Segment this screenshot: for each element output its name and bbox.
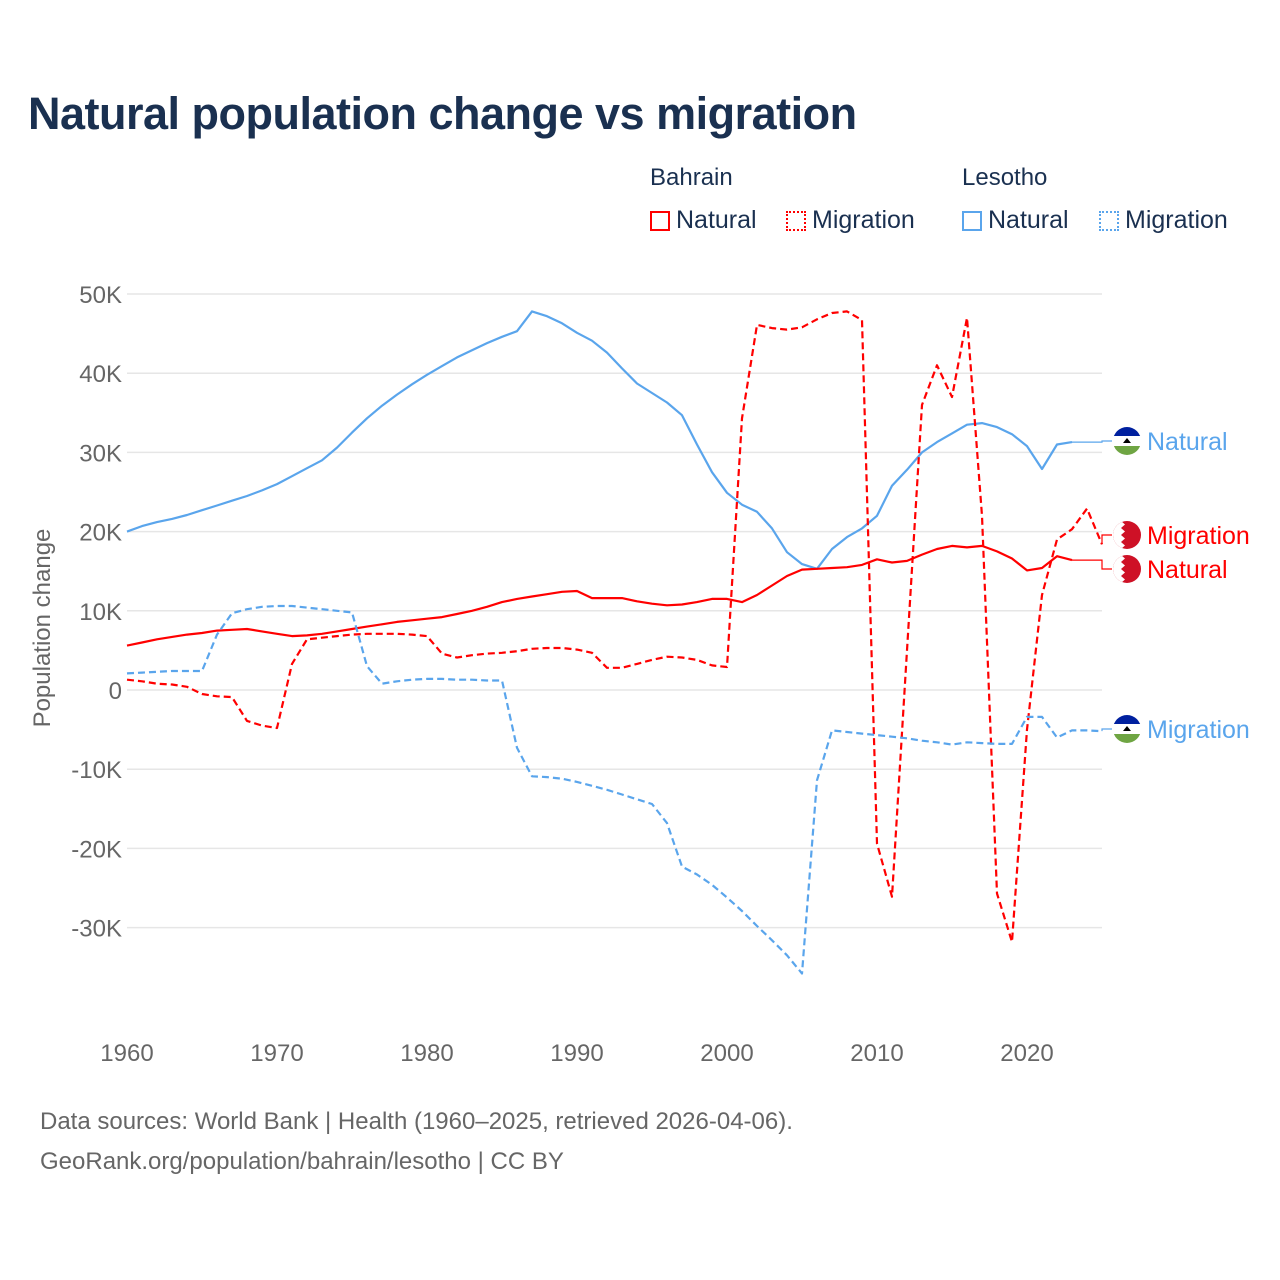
label-connector <box>1072 559 1112 570</box>
bahrain-flag-icon <box>1113 521 1141 549</box>
series-end-label: Natural <box>1147 428 1228 456</box>
series-end-label: Natural <box>1147 556 1228 584</box>
series-end-label: Migration <box>1147 522 1250 550</box>
legend-swatch <box>650 210 670 231</box>
flag-hat <box>1123 726 1131 731</box>
legend-swatch <box>1099 210 1119 231</box>
series-line-lesotho-natural <box>126 310 1073 570</box>
x-tick-label: 2010 <box>850 1040 903 1067</box>
flag-body <box>1113 521 1141 549</box>
x-tick-label: 2000 <box>700 1040 753 1067</box>
flag-body <box>1113 715 1141 743</box>
flag-body <box>1113 555 1141 583</box>
legend-group-bahrain: Bahrain <box>650 164 733 191</box>
lesotho-flag-icon <box>1113 715 1141 743</box>
flag-green <box>1113 734 1141 743</box>
y-tick-label: 50K <box>79 282 122 309</box>
series-line-bahrain-migration <box>126 310 1104 943</box>
x-tick-label: 1960 <box>100 1040 153 1067</box>
legend-bahrain-natural[interactable]: Natural <box>650 206 757 235</box>
x-tick-label: 1990 <box>550 1040 603 1067</box>
legend-lesotho-natural[interactable]: Natural <box>962 206 1069 235</box>
legend-label: Migration <box>812 206 915 234</box>
y-tick-label: -20K <box>71 836 122 863</box>
lesotho-flag-icon <box>1113 427 1141 455</box>
y-tick-label: -10K <box>71 757 122 784</box>
x-tick-label: 1970 <box>250 1040 303 1067</box>
x-tick-label: 2020 <box>1000 1040 1053 1067</box>
y-tick-label: 0 <box>109 678 122 705</box>
legend-bahrain-migration[interactable]: Migration <box>786 206 915 235</box>
footer-url: GeoRank.org/population/bahrain/lesotho |… <box>40 1148 564 1175</box>
y-tick-label: 20K <box>79 520 122 547</box>
y-tick-label: -30K <box>71 916 122 943</box>
y-axis-label: Population change <box>29 529 56 728</box>
flag-white <box>1113 521 1125 549</box>
flag-blue <box>1113 715 1141 724</box>
legend-label: Natural <box>676 206 757 234</box>
series-end-label: Migration <box>1147 716 1250 744</box>
legend-label: Natural <box>988 206 1069 234</box>
label-connector <box>1101 534 1112 545</box>
legend-group-lesotho: Lesotho <box>962 164 1048 191</box>
legend-label: Migration <box>1125 206 1228 234</box>
bahrain-flag-icon <box>1113 555 1141 583</box>
flag-blue <box>1113 427 1141 436</box>
x-tick-label: 1980 <box>400 1040 453 1067</box>
label-connector <box>1072 440 1112 443</box>
flag-body <box>1113 427 1141 455</box>
y-tick-label: 30K <box>79 440 122 467</box>
legend-lesotho-migration[interactable]: Migration <box>1099 206 1228 235</box>
legend-swatch <box>786 210 806 231</box>
flag-green <box>1113 446 1141 455</box>
label-connector <box>1101 728 1112 732</box>
flag-hat <box>1123 438 1131 443</box>
legend-swatch <box>962 210 982 231</box>
chart-title: Natural population change vs migration <box>28 88 857 139</box>
y-tick-label: 10K <box>79 599 122 626</box>
series-line-lesotho-migration <box>126 604 1103 975</box>
footer-source: Data sources: World Bank | Health (1960–… <box>40 1108 793 1135</box>
series-line-bahrain-natural <box>126 544 1073 647</box>
flag-white <box>1113 555 1125 583</box>
y-tick-label: 40K <box>79 361 122 388</box>
